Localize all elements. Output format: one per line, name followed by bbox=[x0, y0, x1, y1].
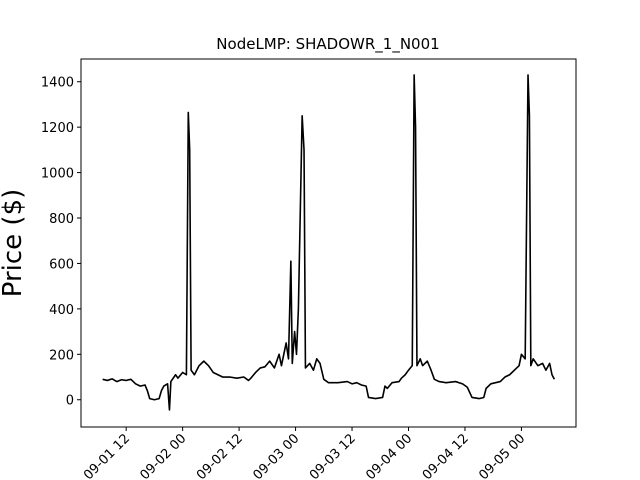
y-axis-label: Price ($) bbox=[0, 189, 28, 298]
plot-frame bbox=[80, 58, 577, 428]
chart-title: NodeLMP: SHADOWR_1_N001 bbox=[216, 35, 439, 54]
y-tick-label: 1000 bbox=[41, 167, 74, 182]
y-tick-label: 400 bbox=[49, 303, 74, 318]
y-tick-label: 1200 bbox=[41, 121, 74, 136]
y-tick-label: 0 bbox=[66, 394, 74, 409]
y-tick-label: 800 bbox=[49, 212, 74, 227]
y-tick-label: 600 bbox=[49, 257, 74, 272]
y-tick-label: 200 bbox=[49, 348, 74, 363]
line bbox=[102, 74, 556, 411]
y-tick-label: 1400 bbox=[41, 76, 74, 91]
